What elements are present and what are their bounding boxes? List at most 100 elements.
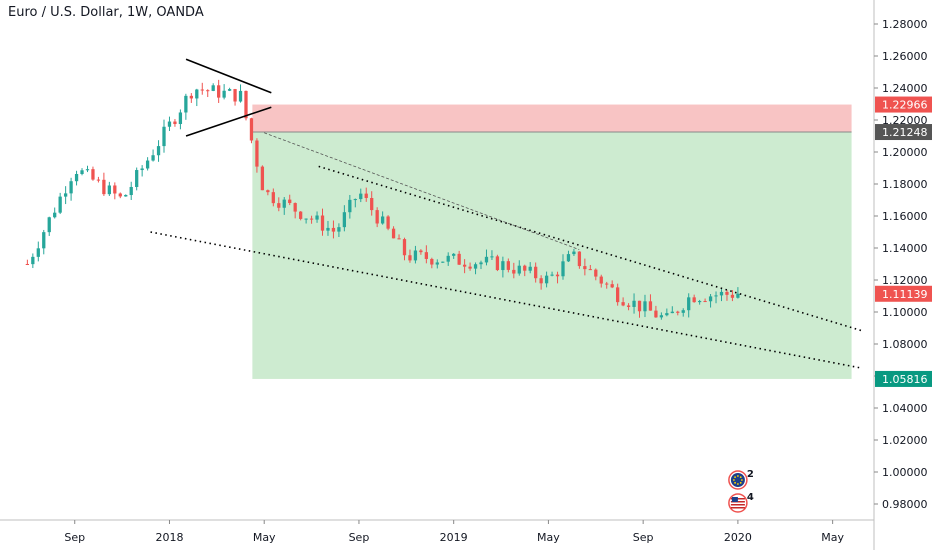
eu-star (740, 479, 743, 481)
candle-body (102, 179, 106, 195)
candle-body (53, 212, 57, 218)
candle-body (255, 140, 259, 167)
candle-body (676, 311, 680, 313)
candle-body (63, 193, 68, 197)
euro-flag-icon[interactable]: 2 (728, 469, 754, 490)
price-tick-label: 1.18000 (882, 178, 928, 191)
candle-body (315, 215, 319, 220)
candle-body (206, 90, 210, 92)
candle-body (714, 295, 718, 297)
candle-body (473, 264, 478, 269)
candle-body (288, 199, 292, 204)
candle-body (380, 216, 385, 224)
candle-body (266, 190, 270, 193)
candle-body (42, 232, 46, 249)
candle-body (151, 155, 155, 161)
time-axis: Sep 2018 May Sep 2019 May Sep 2020 May (0, 519, 874, 544)
candle-body (96, 179, 101, 181)
candle-body (299, 211, 303, 219)
price-tick-label: 1.16000 (882, 210, 928, 223)
position-zones (252, 104, 852, 379)
candle-body (320, 215, 325, 231)
price-tick-label: 1.00000 (882, 466, 928, 479)
candle-body (359, 193, 363, 200)
candle-body (572, 251, 576, 255)
candle-body (222, 90, 226, 98)
candle-body (643, 301, 647, 312)
price-label-box (875, 96, 932, 113)
candle-body (124, 195, 128, 197)
price-label: 1.21248 (882, 126, 928, 139)
event-count: 4 (747, 492, 754, 503)
price-tick-label: 1.20000 (882, 146, 928, 159)
candle-body (506, 261, 510, 270)
candle-body (736, 293, 740, 298)
candle-body (309, 218, 314, 220)
candle-body (80, 170, 84, 175)
candle-body (452, 253, 456, 256)
candle-body (25, 264, 30, 265)
candle-body (413, 250, 418, 261)
us-canton (731, 497, 738, 502)
eu-star (736, 475, 739, 477)
candle-body (730, 294, 735, 298)
candle-body (665, 313, 669, 316)
candle-body (599, 276, 603, 284)
us-flag-icon[interactable]: 4 (728, 492, 754, 513)
candle-body (692, 297, 696, 303)
time-tick-label: May (821, 531, 844, 544)
candle-body (441, 261, 445, 263)
candle-body (36, 248, 40, 257)
price-tick-label: 1.12000 (882, 274, 928, 287)
price-tick-label: 1.26000 (882, 50, 928, 63)
candle-body (233, 89, 237, 102)
candle-body (331, 227, 336, 232)
candle-body (697, 301, 702, 303)
candle-body (517, 265, 521, 274)
candle-body (211, 85, 215, 91)
price-tick-label: 1.08000 (882, 338, 928, 351)
candle-body (528, 266, 532, 271)
price-tick-label: 1.02000 (882, 434, 928, 447)
eu-flag-fill (730, 473, 745, 487)
price-label: 1.05816 (882, 373, 928, 386)
channel-lower-trendline (150, 231, 862, 369)
candle-body (173, 121, 177, 125)
candle-body (616, 287, 620, 303)
time-tick-label: Sep (349, 531, 370, 544)
candle-body (523, 265, 527, 271)
candle-body (391, 228, 396, 239)
candle-body (435, 262, 439, 265)
eu-star (732, 479, 735, 481)
candle-body (370, 197, 374, 211)
us-stripe (730, 507, 745, 509)
eu-star (739, 476, 742, 479)
candle-body (457, 253, 461, 265)
eu-star (734, 476, 736, 479)
candle-body (555, 274, 560, 277)
candle-body (544, 275, 549, 284)
price-label: 1.22966 (882, 99, 928, 112)
candle-body (397, 238, 401, 240)
candle-body (326, 227, 330, 231)
candle-body (178, 112, 183, 125)
candle-body (217, 85, 221, 98)
candle-body (184, 95, 188, 113)
candle-body (85, 169, 90, 171)
candle-body (31, 256, 35, 265)
candle-body (566, 254, 571, 262)
candle-body (725, 291, 729, 295)
candle-body (238, 90, 243, 102)
candle-body (534, 266, 538, 279)
price-tick-label: 1.28000 (882, 18, 928, 31)
candle-body (140, 168, 144, 171)
candle-body (419, 250, 423, 253)
candle-body (561, 261, 565, 277)
candle-body (719, 291, 724, 296)
triangle-upper-line (185, 58, 272, 94)
breakdown-guide-line (264, 132, 580, 250)
candle-body (249, 118, 254, 141)
candle-body (135, 170, 139, 187)
